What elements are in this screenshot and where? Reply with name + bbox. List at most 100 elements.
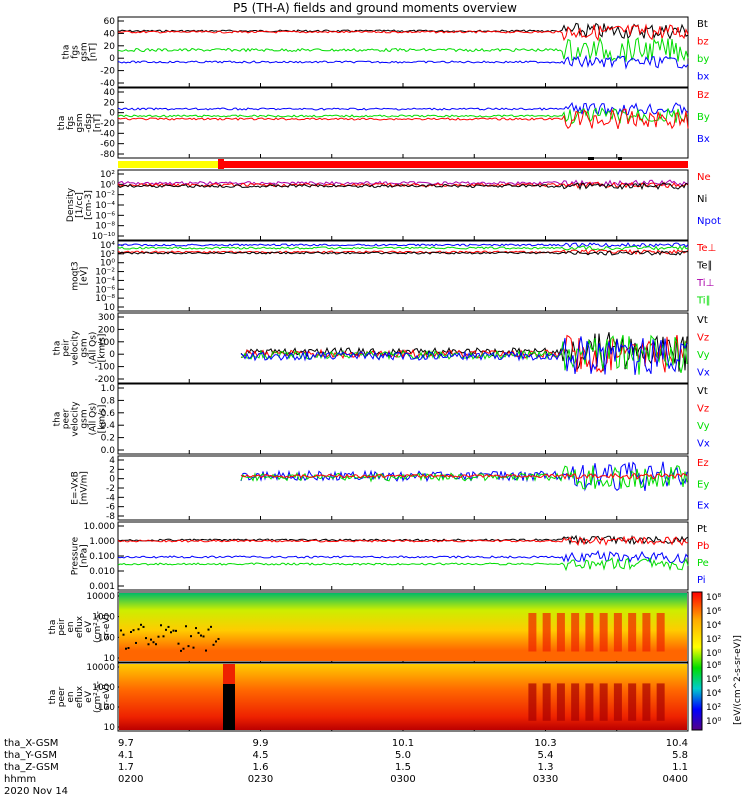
trace-pt — [117, 534, 689, 546]
spec-noise-13 — [152, 641, 155, 644]
y-tick-label-2-0: 10² — [100, 170, 115, 180]
status-bar-marker — [218, 159, 224, 169]
spec-burst-9-0 — [528, 683, 537, 721]
legend-2-2: Npot — [697, 216, 721, 227]
legend-1-0: Bz — [697, 90, 709, 101]
spec-noise-15 — [157, 635, 160, 638]
spec-burst-8-3 — [571, 613, 580, 652]
y-axis-label-9-5: (cm²-s- — [93, 681, 103, 713]
y-axis-label-7-1: [nPa] — [80, 544, 90, 567]
spec-noise-25 — [182, 647, 185, 650]
colorbar2-tick-3: 10² — [706, 703, 721, 713]
spec-noise-27 — [187, 645, 190, 648]
y-tick-label-4-1: 200 — [98, 325, 115, 335]
spec-noise-3 — [127, 647, 130, 650]
trace-pe — [117, 557, 689, 572]
spec-noise-18 — [165, 628, 167, 631]
y-tick-label-5-0: 1.0 — [101, 384, 116, 394]
y-axis-label-1-2: gsm — [75, 113, 85, 132]
y-axis-label-0-2: gsm — [80, 42, 90, 61]
spec-burst-8-2 — [556, 613, 565, 652]
spec-burst-8-0 — [528, 613, 537, 652]
y-axis-label-1-4: [nT] — [93, 114, 103, 132]
spec-burst-8-1 — [542, 613, 551, 652]
trace-ti-perp — [118, 242, 689, 248]
spec-burst-9-4 — [585, 683, 594, 721]
legend-5-1: Vz — [697, 404, 709, 415]
trace-pi — [117, 549, 689, 564]
y-tick-label-3-5: 10⁻⁶ — [95, 285, 115, 295]
y-tick-label-1-0: 40 — [104, 88, 116, 98]
y-tick-label-1-4: -40 — [100, 129, 115, 139]
panel-frame-6 — [117, 455, 689, 521]
spec-noise-31 — [197, 631, 200, 634]
xaxis-z-4: 1.1 — [672, 762, 688, 773]
y-axis-label-8-0: tha — [48, 620, 58, 635]
xaxis-x-3: 10.3 — [534, 738, 556, 749]
y-tick-label-5-5: 0.0 — [101, 446, 116, 456]
y-tick-label-8-3: 10 — [104, 654, 116, 664]
y-tick-label-6-6: -8 — [106, 512, 115, 522]
xaxis-time-4: 0400 — [663, 774, 688, 785]
y-axis-label-8-4: eV — [84, 620, 94, 633]
colorbar-label: [eV/(cm^2-s-sr-eV)] — [733, 635, 743, 725]
y-axis-label-4-1: peir — [62, 339, 72, 357]
spec-noise-20 — [170, 631, 172, 634]
y-tick-label-2-3: 10⁻⁴ — [95, 201, 115, 211]
y-tick-label-8-1: 1000 — [92, 613, 115, 623]
y-tick-label-6-1: 2 — [109, 465, 115, 475]
y-axis-label-2-2: [cm-3] — [84, 190, 94, 220]
trace-te-par — [117, 250, 689, 256]
trace-ni — [117, 182, 689, 191]
y-tick-label-1-3: -20 — [100, 119, 115, 129]
trace-ez — [240, 472, 688, 480]
xaxis-x-1: 9.9 — [253, 738, 269, 749]
y-tick-label-7-0: 10.000 — [84, 522, 116, 532]
colorbar-tick-2: 10⁴ — [706, 621, 721, 631]
spec-burst-8-9 — [656, 613, 665, 652]
trace-bx — [117, 54, 689, 70]
legend-4-2: Vy — [697, 350, 710, 361]
date-label: 2020 Nov 14 — [4, 786, 68, 797]
spec-noise-6 — [135, 641, 137, 644]
colorbar-tick-1: 10⁶ — [706, 607, 721, 617]
y-tick-label-8-2: 100 — [98, 633, 115, 643]
xaxis-z-0: 1.7 — [118, 762, 134, 773]
spec-noise-37 — [212, 643, 215, 646]
y-tick-label-2-4: 10⁻⁶ — [95, 211, 115, 221]
trace-vx — [240, 336, 688, 375]
y-tick-label-4-5: -200 — [95, 375, 116, 385]
y-axis-label-5-5: [km/s] — [98, 405, 108, 434]
legend-7-1: Pb — [697, 541, 709, 552]
trace-Bx-dsp — [117, 101, 689, 117]
colorbar2-tick-4: 10⁰ — [706, 717, 721, 727]
y-axis-label-2-1: [1/cc] — [75, 192, 85, 218]
legend-5-0: Vt — [697, 386, 708, 397]
xaxis-y-1: 4.5 — [253, 750, 269, 761]
xaxis-row-label-3: hhmm — [4, 774, 36, 785]
spec-noise-22 — [175, 629, 177, 632]
panel-frame-1 — [117, 87, 689, 159]
xaxis-x-4: 10.4 — [666, 738, 688, 749]
spec-burst-9-8 — [642, 683, 651, 721]
legend-0-0: Bt — [697, 19, 708, 30]
y-axis-label-8-1: peir — [57, 618, 67, 636]
y-tick-label-1-5: -60 — [100, 140, 115, 150]
xaxis-z-1: 1.6 — [253, 762, 269, 773]
status-bar-yellow — [118, 161, 220, 168]
legend-5-2: Vy — [697, 421, 710, 432]
y-tick-label-0-0: 60 — [104, 17, 116, 27]
colorbar2-tick-2: 10⁴ — [706, 689, 721, 699]
y-axis-label-8-6: sr-eV) — [102, 614, 112, 640]
xaxis-x-0: 9.7 — [118, 738, 134, 749]
spec-noise-29 — [192, 646, 195, 649]
y-tick-label-9-1: 1000 — [92, 683, 115, 693]
y-tick-label-4-2: 100 — [98, 338, 115, 348]
trace-npot — [117, 179, 689, 187]
colorbar-tick-3: 10² — [706, 635, 721, 645]
y-tick-label-2-2: 10⁻² — [95, 191, 115, 201]
y-tick-label-3-4: 10⁻⁴ — [95, 276, 115, 286]
spec-noise-24 — [180, 649, 182, 652]
spec-noise-11 — [147, 643, 150, 646]
